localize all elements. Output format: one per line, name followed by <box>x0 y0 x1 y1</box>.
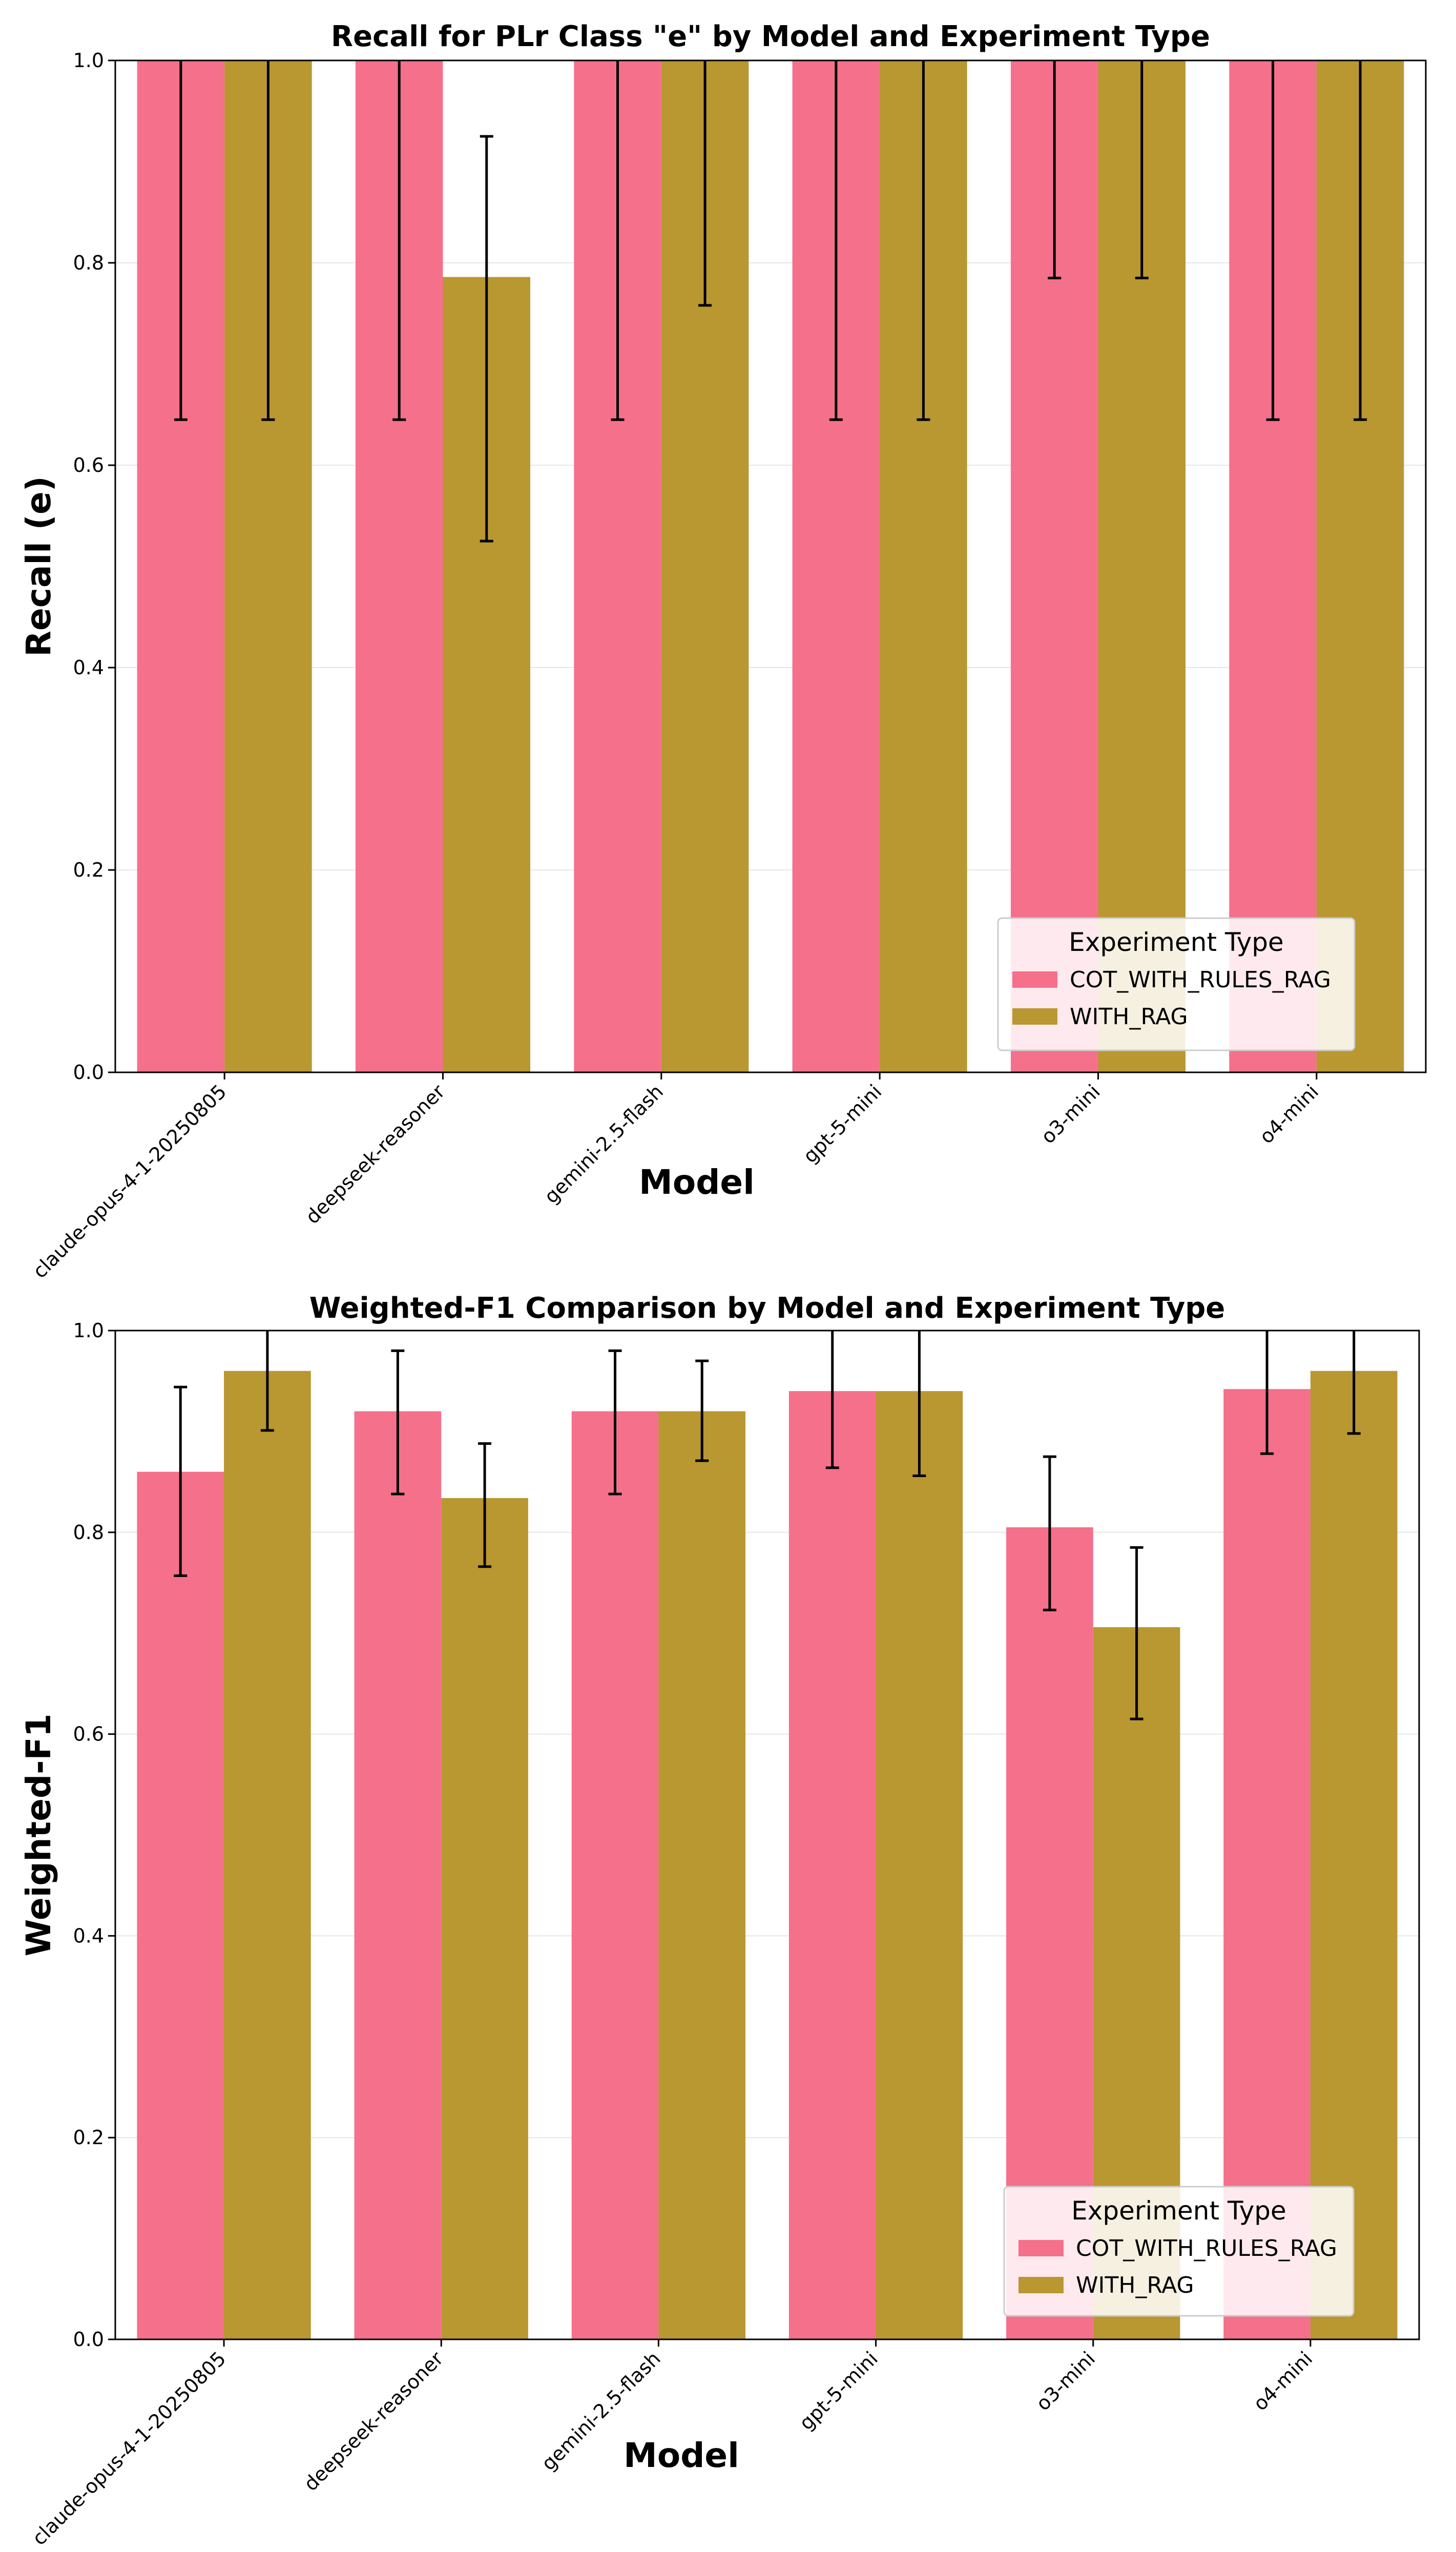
y-axis-label: Weighted-F1 <box>19 1713 58 1956</box>
y-tick-label: 0.8 <box>73 252 104 274</box>
bar <box>137 1471 224 2339</box>
bar <box>876 1391 963 2339</box>
legend-title: Experiment Type <box>1071 2196 1286 2226</box>
y-tick-label: 0.6 <box>73 454 104 476</box>
legend-swatch <box>1012 971 1057 988</box>
legend-label: WITH_RAG <box>1070 1004 1188 1030</box>
y-tick-label: 1.0 <box>73 1319 104 1342</box>
legend-label: WITH_RAG <box>1076 2272 1194 2298</box>
legend-swatch <box>1018 2277 1064 2293</box>
legend: Experiment Type COT_WITH_RULES_RAG WITH_RA… <box>1003 2186 1355 2317</box>
y-tick-label: 0.6 <box>73 1723 104 1746</box>
y-tick-label: 1.0 <box>73 49 104 72</box>
y-tick-label: 0.2 <box>73 859 104 881</box>
bar <box>441 1498 528 2339</box>
y-tick-label: 0.8 <box>73 1521 104 1544</box>
legend-box <box>997 917 1356 1051</box>
bar <box>354 1411 442 2339</box>
y-tick-label: 0.4 <box>73 1924 104 1947</box>
y-tick-label: 0.0 <box>73 2328 104 2351</box>
recall-chart: 0.00.20.40.60.81.0claude-opus-4-1-202508… <box>19 20 1427 1282</box>
legend-box <box>1003 2186 1355 2317</box>
chart-title: Weighted-F1 Comparison by Model and Expe… <box>309 1292 1225 1325</box>
bar <box>224 1371 311 2339</box>
bar <box>1310 1371 1398 2339</box>
legend-label: COT_WITH_RULES_RAG <box>1076 2235 1337 2261</box>
legend-title: Experiment Type <box>1069 927 1284 957</box>
bar <box>1223 1389 1311 2339</box>
legend-swatch <box>1018 2240 1064 2256</box>
plot-frame <box>114 59 1427 1073</box>
bar <box>658 1411 746 2339</box>
bar <box>788 1391 876 2339</box>
y-tick-label: 0.0 <box>73 1061 104 1084</box>
legend-swatch <box>1012 1008 1057 1025</box>
legend: Experiment Type COT_WITH_RULES_RAG WITH_RA… <box>997 917 1356 1051</box>
x-axis-label: Model <box>639 1163 755 1202</box>
x-axis-label: Model <box>623 2436 739 2475</box>
plot-frame <box>114 1330 1420 2340</box>
chart-title: Recall for PLr Class "e" by Model and Ex… <box>331 20 1210 53</box>
y-tick-label: 0.2 <box>73 2126 104 2149</box>
bar <box>571 1411 659 2339</box>
y-axis-label: Recall (e) <box>19 476 58 657</box>
y-tick-label: 0.4 <box>73 656 104 679</box>
legend-label: COT_WITH_RULES_RAG <box>1070 967 1331 993</box>
